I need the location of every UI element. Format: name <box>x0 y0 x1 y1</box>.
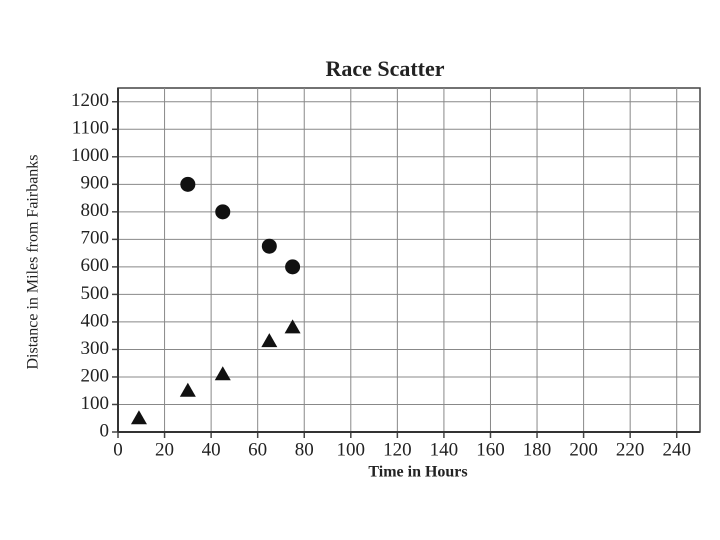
point <box>285 259 301 275</box>
y-tick-label: 100 <box>81 393 110 414</box>
y-tick-label: 200 <box>81 365 110 386</box>
chart-title: Race Scatter <box>325 56 444 81</box>
y-tick-label: 300 <box>81 338 110 359</box>
x-tick-label: 120 <box>383 439 412 460</box>
point <box>284 319 301 334</box>
point <box>261 238 277 254</box>
point <box>214 366 231 381</box>
plot-area <box>117 87 701 433</box>
y-tick-label: 700 <box>81 228 110 249</box>
point <box>130 410 147 425</box>
y-tick-label: 1200 <box>71 90 109 111</box>
y-tick-label: 800 <box>81 200 110 221</box>
y-tick-label: 600 <box>81 255 110 276</box>
y-tick-label: 400 <box>81 310 110 331</box>
x-tick-label: 240 <box>662 439 691 460</box>
x-tick-label: 40 <box>202 439 221 460</box>
x-tick-label: 60 <box>248 439 267 460</box>
point <box>215 204 231 220</box>
y-tick-label: 1000 <box>71 145 109 166</box>
x-axis-label: Time in Hours <box>368 464 467 481</box>
x-tick-label: 20 <box>155 439 174 460</box>
y-tick-label: 900 <box>81 173 110 194</box>
x-tick-label: 0 <box>113 439 123 460</box>
point <box>180 176 196 192</box>
y-tick-label: 1100 <box>72 118 109 139</box>
y-axis-label: Distance in Miles from Fairbanks <box>25 154 42 369</box>
x-tick-label: 80 <box>295 439 314 460</box>
x-tick-label: 100 <box>337 439 366 460</box>
y-tick-label: 0 <box>100 420 110 441</box>
point <box>261 333 278 348</box>
x-tick-label: 140 <box>430 439 459 460</box>
x-tick-label: 200 <box>569 439 598 460</box>
x-tick-label: 160 <box>476 439 505 460</box>
x-tick-label: 220 <box>616 439 645 460</box>
point <box>179 382 196 397</box>
x-tick-label: 180 <box>523 439 552 460</box>
y-tick-label: 500 <box>81 283 110 304</box>
